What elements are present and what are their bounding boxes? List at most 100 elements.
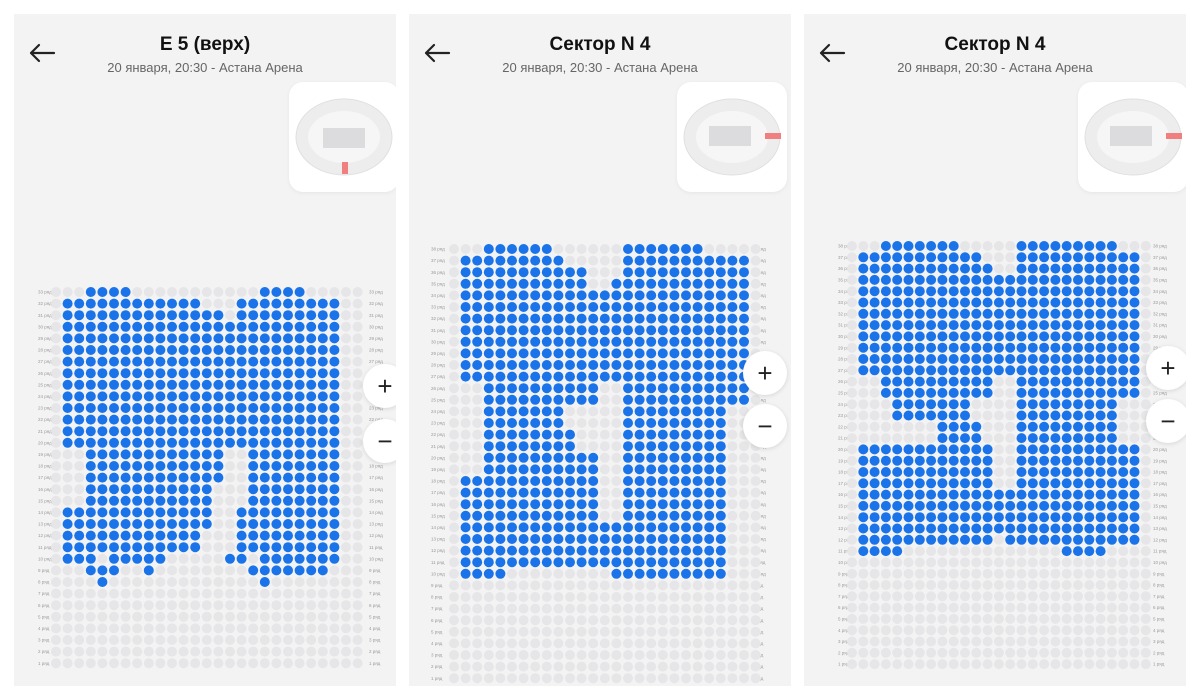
seat-available[interactable] (201, 519, 212, 529)
seat-available[interactable] (248, 414, 259, 425)
seat-available[interactable] (937, 274, 948, 285)
seat-available[interactable] (1016, 421, 1027, 432)
seat-available[interactable] (880, 467, 891, 477)
seat-available[interactable] (306, 333, 317, 344)
seat-available[interactable] (646, 383, 657, 394)
seat-available[interactable] (460, 360, 471, 370)
seat-available[interactable] (167, 449, 177, 460)
seat-available[interactable] (657, 406, 668, 417)
seat-available[interactable] (1095, 274, 1106, 285)
seat-available[interactable] (715, 487, 726, 498)
seat-available[interactable] (692, 487, 703, 498)
seat-available[interactable] (715, 452, 726, 463)
seat-available[interactable] (294, 437, 305, 448)
seat-available[interactable] (623, 360, 633, 370)
seat-available[interactable] (1016, 331, 1027, 342)
seat-available[interactable] (1073, 342, 1083, 353)
seat-available[interactable] (225, 333, 235, 344)
seat-available[interactable] (937, 433, 948, 444)
seat-available[interactable] (926, 523, 937, 534)
seat-available[interactable] (1095, 252, 1106, 263)
seat-available[interactable] (236, 345, 247, 355)
seat-available[interactable] (1027, 354, 1038, 364)
seat-available[interactable] (903, 512, 914, 523)
seat-available[interactable] (588, 383, 599, 394)
seat-available[interactable] (960, 308, 970, 319)
seat-available[interactable] (565, 371, 575, 382)
seat-available[interactable] (167, 542, 177, 553)
seat-available[interactable] (201, 449, 212, 460)
seat-available[interactable] (167, 356, 177, 367)
seat-available[interactable] (869, 512, 880, 523)
seat-available[interactable] (715, 418, 726, 428)
seat-available[interactable] (971, 342, 982, 353)
seat-available[interactable] (483, 568, 494, 579)
seat-available[interactable] (317, 472, 328, 483)
seat-available[interactable] (1118, 252, 1129, 263)
seat-available[interactable] (715, 348, 726, 359)
seat-available[interactable] (472, 568, 483, 579)
seat-available[interactable] (914, 455, 925, 466)
seat-available[interactable] (1027, 308, 1038, 319)
seat-available[interactable] (472, 476, 483, 486)
seat-available[interactable] (892, 286, 903, 297)
seat-available[interactable] (880, 320, 891, 331)
seat-available[interactable] (1095, 455, 1106, 466)
seat-available[interactable] (541, 464, 552, 475)
seat-available[interactable] (329, 449, 340, 460)
seat-available[interactable] (1073, 489, 1083, 500)
seat-available[interactable] (495, 290, 506, 301)
seat-available[interactable] (599, 325, 610, 336)
seat-available[interactable] (576, 336, 587, 347)
seat-available[interactable] (657, 429, 668, 440)
seat-available[interactable] (634, 313, 645, 324)
seat-available[interactable] (634, 255, 645, 266)
seat-available[interactable] (960, 354, 970, 364)
seat-available[interactable] (704, 371, 715, 382)
seat-available[interactable] (1073, 523, 1083, 534)
seat-available[interactable] (109, 414, 119, 425)
seat-available[interactable] (926, 455, 937, 466)
seat-available[interactable] (236, 391, 247, 402)
seat-available[interactable] (634, 406, 645, 417)
seat-available[interactable] (646, 278, 657, 289)
seat-available[interactable] (926, 478, 937, 489)
seat-available[interactable] (937, 376, 948, 387)
seat-available[interactable] (259, 321, 270, 332)
seat-available[interactable] (283, 530, 293, 541)
seat-available[interactable] (294, 565, 305, 576)
seat-available[interactable] (62, 379, 73, 390)
seat-available[interactable] (611, 302, 622, 312)
seat-available[interactable] (329, 403, 340, 413)
seat-available[interactable] (541, 255, 552, 266)
seat-available[interactable] (132, 333, 143, 344)
seat-available[interactable] (74, 368, 85, 379)
seat-available[interactable] (948, 523, 959, 534)
seat-available[interactable] (739, 336, 749, 347)
seat-available[interactable] (1106, 489, 1117, 500)
seat-available[interactable] (727, 371, 738, 382)
seat-available[interactable] (248, 403, 259, 413)
seat-available[interactable] (982, 320, 993, 331)
seat-available[interactable] (85, 287, 96, 297)
seat-available[interactable] (507, 302, 517, 312)
seat-available[interactable] (903, 489, 914, 500)
seat-available[interactable] (903, 534, 914, 545)
seat-available[interactable] (495, 429, 506, 440)
seat-available[interactable] (541, 336, 552, 347)
seat-available[interactable] (1061, 376, 1072, 387)
seat-available[interactable] (178, 368, 189, 379)
seat-available[interactable] (982, 274, 993, 285)
seat-available[interactable] (495, 464, 506, 475)
seat-available[interactable] (948, 241, 959, 251)
seat-available[interactable] (201, 379, 212, 390)
seat-available[interactable] (1106, 297, 1117, 308)
seat-available[interactable] (623, 499, 633, 510)
seat-available[interactable] (1061, 433, 1072, 444)
seat-available[interactable] (646, 499, 657, 510)
seat-available[interactable] (1061, 500, 1072, 511)
seat-available[interactable] (892, 523, 903, 534)
seat-available[interactable] (306, 356, 317, 367)
seat-available[interactable] (507, 487, 517, 498)
seat-available[interactable] (727, 278, 738, 289)
